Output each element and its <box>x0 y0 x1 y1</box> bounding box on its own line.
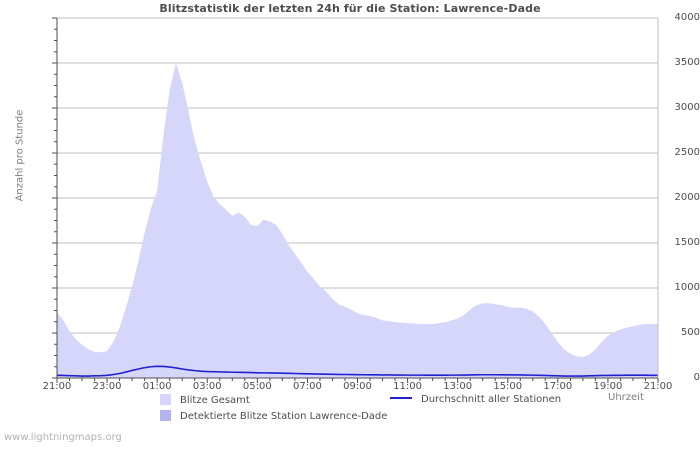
chart-title: Blitzstatistik der letzten 24h für die S… <box>159 2 541 15</box>
x-tick-label: 03:00 <box>192 381 222 392</box>
x-tick-label: 21:00 <box>643 381 673 392</box>
x-tick-label: 11:00 <box>393 381 422 392</box>
legend-item[interactable]: Durchschnitt aller Stationen <box>390 394 561 406</box>
x-tick-label: 15:00 <box>493 381 523 392</box>
y-tick-label: 3500 <box>674 57 700 68</box>
x-tick-label: 13:00 <box>443 381 473 392</box>
legend-line-marker <box>390 397 412 399</box>
y-tick-label: 1500 <box>674 237 700 248</box>
legend-label: Durchschnitt aller Stationen <box>421 394 562 405</box>
legend-item[interactable]: Blitze Gesamt <box>160 394 250 407</box>
y-tick-label: 1000 <box>674 282 700 293</box>
series-line-2 <box>56 365 658 377</box>
x-tick-label: 17:00 <box>543 381 573 392</box>
x-tick-label: 05:00 <box>242 381 272 392</box>
watermark-label: www.lightningmaps.org <box>4 432 122 443</box>
y-tick-label: 0 <box>693 372 700 383</box>
x-axis-title: Uhrzeit <box>608 392 644 403</box>
series-area-0 <box>57 63 658 378</box>
x-tick-label: 07:00 <box>292 381 322 392</box>
y-tick-label: 2000 <box>674 192 700 203</box>
x-tick-label: 21:00 <box>42 381 72 392</box>
legend-label: Blitze Gesamt <box>180 395 250 406</box>
x-tick-label: 19:00 <box>593 381 623 392</box>
legend-label: Detektierte Blitze Station Lawrence-Dade <box>180 411 388 422</box>
legend-swatch <box>160 410 171 421</box>
y-tick-label: 4000 <box>674 12 700 23</box>
y-tick-label: 3000 <box>674 102 700 113</box>
legend-item[interactable]: Detektierte Blitze Station Lawrence-Dade <box>160 410 387 423</box>
y-tick-label: 500 <box>680 327 700 338</box>
x-tick-label: 23:00 <box>92 381 122 392</box>
x-tick-label: 01:00 <box>142 381 172 392</box>
legend-swatch <box>160 394 171 405</box>
y-tick-label: 2500 <box>674 147 700 158</box>
chart-legend: Blitze Gesamt Detektierte Blitze Station … <box>0 394 700 426</box>
x-tick-label: 09:00 <box>343 381 372 392</box>
